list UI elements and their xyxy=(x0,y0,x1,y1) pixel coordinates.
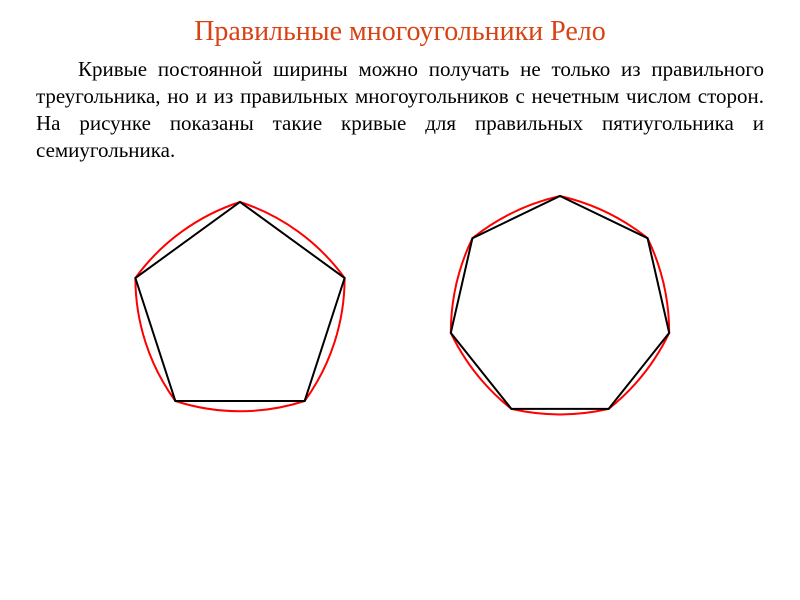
reuleaux-curve xyxy=(451,196,669,414)
inscribed-polygon xyxy=(135,202,344,401)
page-title: Правильные многоугольники Рело xyxy=(36,16,764,48)
figure-row xyxy=(36,174,764,434)
heptagon-figure xyxy=(430,174,690,434)
pentagon-figure xyxy=(110,174,370,434)
body-paragraph: Кривые постоянной ширины можно получать … xyxy=(36,56,764,164)
slide-page: Правильные многоугольники Рело Кривые по… xyxy=(0,0,800,600)
reuleaux-curve xyxy=(135,202,344,411)
inscribed-polygon xyxy=(451,196,669,409)
